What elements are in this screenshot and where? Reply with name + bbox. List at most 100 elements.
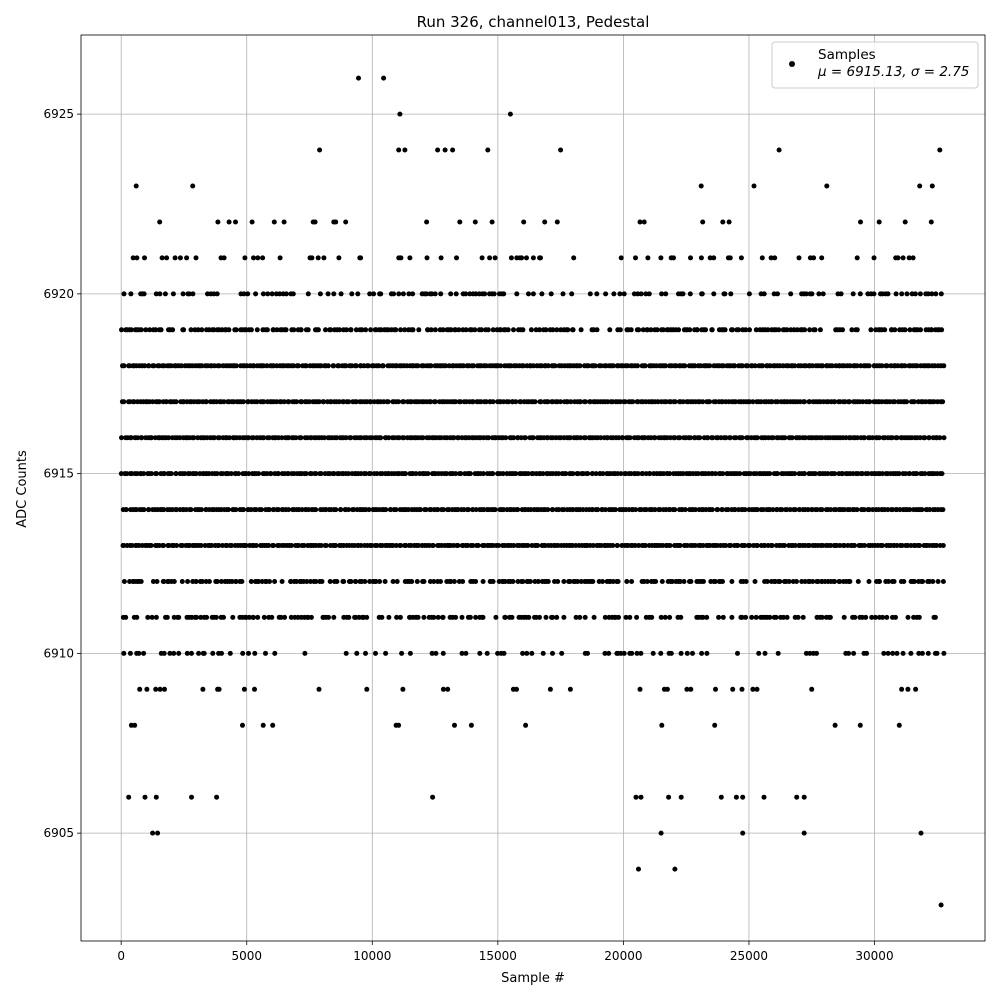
data-point [477, 650, 483, 656]
data-point [910, 255, 916, 261]
data-point [298, 435, 304, 441]
data-point [784, 614, 790, 620]
data-point [524, 650, 530, 656]
data-point [637, 219, 643, 225]
data-point [739, 686, 745, 692]
data-point [761, 794, 767, 800]
data-point [243, 543, 249, 548]
data-point [940, 579, 946, 584]
data-point [854, 327, 860, 333]
data-point [800, 614, 806, 620]
data-point [644, 327, 650, 333]
data-point [371, 291, 377, 297]
plot-frame [80, 34, 986, 942]
data-point [348, 435, 354, 441]
data-point [567, 579, 573, 584]
data-point [211, 327, 217, 333]
data-point [767, 614, 773, 620]
data-point [600, 471, 606, 477]
data-point [513, 399, 519, 405]
data-point [199, 363, 205, 369]
data-point [737, 471, 743, 477]
data-point [359, 327, 365, 333]
data-point [865, 471, 871, 477]
data-point [251, 255, 256, 261]
data-point [545, 363, 551, 369]
data-point [132, 722, 138, 728]
data-point [343, 327, 349, 333]
data-point [704, 650, 710, 656]
data-point [397, 614, 403, 620]
data-point [917, 435, 923, 441]
data-point [459, 650, 465, 656]
data-point [248, 327, 254, 333]
data-point [226, 327, 232, 333]
data-point [672, 866, 678, 872]
data-point [636, 866, 641, 872]
data-point [847, 399, 852, 405]
data-point [941, 363, 947, 369]
data-point [255, 255, 261, 261]
data-point [770, 435, 776, 441]
data-point [154, 471, 159, 477]
data-point [245, 291, 251, 297]
data-point [398, 255, 404, 261]
data-point [624, 579, 630, 584]
data-point [671, 255, 676, 261]
data-point [880, 471, 885, 477]
data-point [593, 471, 599, 477]
data-point [792, 471, 798, 477]
data-point [373, 579, 379, 584]
data-point [841, 614, 847, 620]
data-point [938, 902, 944, 908]
data-point [561, 614, 567, 620]
data-point [188, 327, 194, 333]
data-point [325, 363, 331, 369]
data-point [121, 363, 127, 369]
data-point [832, 722, 838, 728]
data-point [937, 147, 943, 153]
data-point [535, 579, 541, 584]
data-point [491, 291, 497, 297]
data-point [852, 614, 858, 620]
data-point [429, 291, 435, 297]
data-point [331, 291, 337, 297]
data-point [934, 543, 940, 548]
data-point [161, 650, 167, 656]
data-point [139, 435, 145, 441]
data-point [750, 399, 756, 405]
data-point [634, 614, 640, 620]
data-point [940, 399, 946, 405]
data-point [364, 614, 370, 620]
data-point [346, 471, 351, 477]
data-point [598, 435, 604, 441]
data-point [296, 543, 302, 548]
data-point [414, 579, 420, 584]
data-point [291, 363, 296, 369]
data-point [577, 363, 583, 369]
data-point [156, 399, 162, 405]
data-point [348, 579, 354, 584]
data-point [472, 219, 478, 225]
data-point [688, 686, 694, 692]
data-point [603, 291, 609, 297]
data-point [795, 614, 801, 620]
data-point [555, 579, 561, 584]
data-point [545, 579, 551, 584]
data-point [383, 650, 389, 656]
data-point [688, 579, 694, 584]
data-point [398, 543, 404, 548]
data-point [316, 686, 322, 692]
data-point [558, 399, 564, 405]
data-point [681, 579, 687, 584]
data-point [440, 614, 446, 620]
data-point [764, 579, 770, 584]
data-point [396, 435, 402, 441]
data-point [832, 471, 838, 477]
data-point [649, 614, 655, 620]
data-point [153, 794, 159, 800]
data-point [121, 291, 127, 297]
data-point [628, 327, 634, 333]
data-point [707, 363, 713, 369]
